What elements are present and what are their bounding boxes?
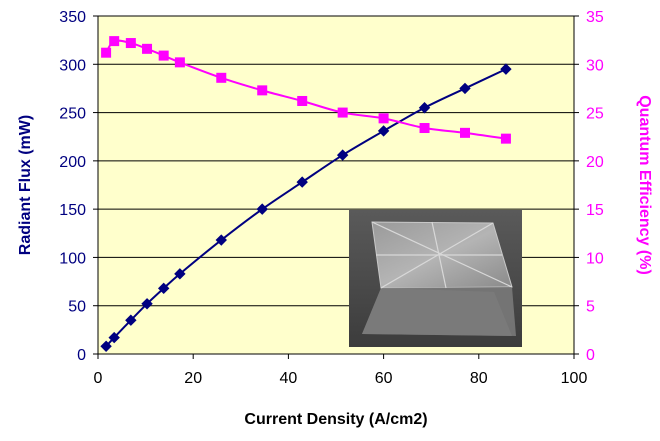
x-tick-label: 40 [280, 370, 298, 387]
data-point [297, 95, 308, 106]
data-point [419, 123, 430, 134]
data-point [108, 331, 120, 344]
labels-layer: Current Density (A/cm2) Radiant Flux (mW… [17, 95, 653, 428]
data-point [215, 234, 227, 246]
y-tick-label: 50 [68, 299, 86, 316]
data-point [141, 298, 153, 310]
chip-front-face [362, 287, 516, 336]
y2-tick-label: 25 [586, 106, 604, 123]
data-point [142, 43, 153, 54]
data-point [174, 268, 186, 280]
x-tick-label: 0 [94, 370, 103, 387]
data-point [101, 47, 112, 58]
data-point [257, 85, 268, 96]
data-point [459, 127, 470, 138]
data-point [216, 72, 227, 83]
y-tick-label: 250 [59, 106, 86, 123]
data-point [100, 340, 112, 352]
y2-tick-label: 20 [586, 154, 604, 171]
y-tick-label: 100 [59, 250, 86, 267]
data-point [377, 125, 390, 137]
y-tick-label: 150 [59, 202, 86, 219]
data-point [459, 82, 471, 95]
data-point [336, 149, 349, 161]
y2-tick-label: 0 [586, 347, 595, 364]
data-point [500, 63, 512, 75]
data-point [158, 50, 169, 61]
x-tick-label: 80 [470, 370, 488, 387]
chip-electrode-lines [371, 221, 513, 289]
data-point [109, 36, 120, 47]
y2-tick-label: 30 [586, 57, 604, 74]
y2-axis-title: Quantum Efficiency (%) [636, 95, 653, 275]
y-tick-label: 300 [59, 57, 86, 74]
y2-tick-label: 35 [586, 9, 604, 26]
y2-tick-label: 15 [586, 202, 604, 219]
data-point [157, 282, 170, 295]
y2-tick-label: 5 [586, 299, 595, 316]
data-point [256, 203, 268, 215]
x-tick-label: 100 [561, 370, 588, 387]
data-point [296, 176, 308, 188]
x-axis-title: Current Density (A/cm2) [244, 411, 427, 428]
y-tick-label: 200 [59, 154, 86, 171]
data-point [500, 133, 511, 144]
data-point [378, 113, 389, 124]
data-point [418, 102, 431, 114]
y-tick-label: 350 [59, 9, 86, 26]
series-layer [100, 36, 512, 352]
x-tick-label: 20 [184, 370, 202, 387]
y-axis-title: Radiant Flux (mW) [17, 115, 34, 255]
y-tick-label: 0 [77, 347, 86, 364]
data-point [174, 57, 185, 68]
y2-tick-label: 10 [586, 250, 604, 267]
data-point [125, 314, 137, 326]
data-point [125, 38, 136, 49]
x-tick-label: 60 [375, 370, 393, 387]
inset-image [349, 210, 522, 347]
data-point [337, 107, 348, 118]
